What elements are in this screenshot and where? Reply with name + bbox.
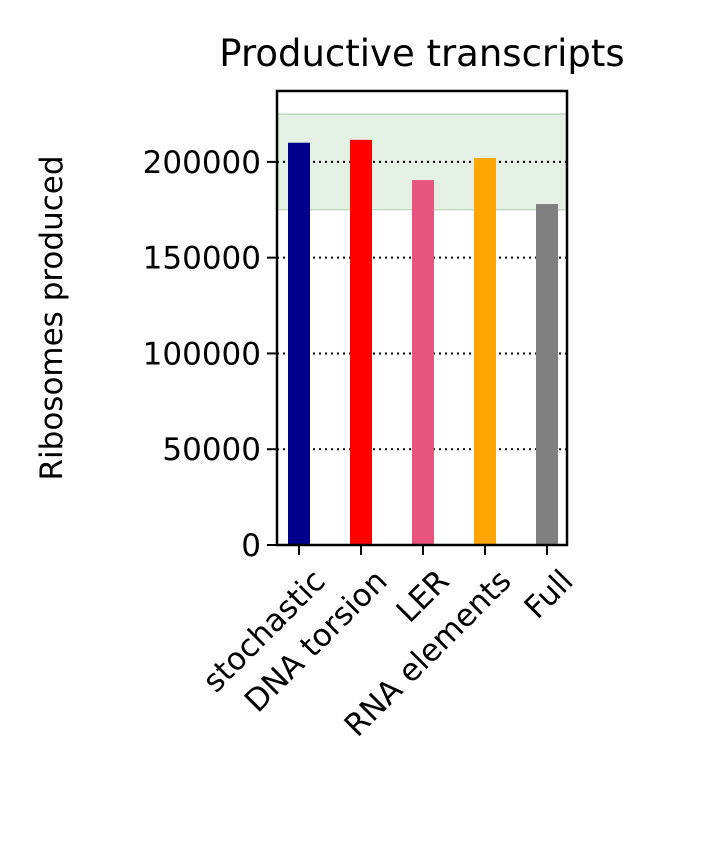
bar-dna-torsion <box>350 139 372 546</box>
y-tick-label: 0 <box>241 528 261 564</box>
y-axis-label: Ribosomes produced <box>34 155 70 480</box>
chart-title: Productive transcripts <box>219 32 624 75</box>
y-tick-label: 100000 <box>143 336 261 372</box>
bar-ler <box>412 180 434 546</box>
x-tick-label: Full <box>518 563 581 626</box>
bar-full <box>536 204 558 545</box>
bar-rna-elements <box>474 158 496 545</box>
y-tick-label: 50000 <box>162 432 261 468</box>
y-tick-label: 150000 <box>143 241 261 277</box>
bars-layer <box>288 139 558 546</box>
y-ticks-layer: 0 50000 100000 150000 200000 <box>143 145 277 564</box>
bar-stochastic <box>288 142 310 546</box>
y-tick-label: 200000 <box>143 145 261 181</box>
